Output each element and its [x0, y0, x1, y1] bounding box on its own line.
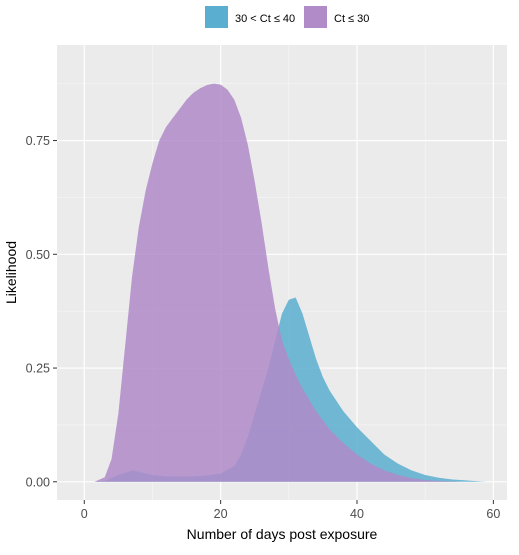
y-tick-label: 0.25 — [26, 362, 50, 376]
y-axis-label: Likelihood — [3, 241, 19, 304]
legend-entry-2: Ct ≤ 30 — [304, 6, 369, 28]
legend-entry-1: 30 < Ct ≤ 40 — [205, 6, 295, 28]
y-tick-label: 0.50 — [26, 248, 50, 262]
legend-label: 30 < Ct ≤ 40 — [235, 13, 295, 25]
y-tick-label: 0.00 — [26, 475, 50, 489]
x-tick-label: 40 — [350, 507, 364, 521]
axes: 0 20 40 60 0.00 0.25 0.50 0.75 — [26, 134, 501, 521]
area-series — [94, 83, 487, 482]
area-series-2 — [94, 83, 460, 482]
x-tick-label: 60 — [486, 507, 500, 521]
x-axis-label: Number of days post exposure — [187, 526, 378, 542]
y-tick-label: 0.75 — [26, 134, 50, 148]
x-tick-label: 20 — [214, 507, 228, 521]
legend: 30 < Ct ≤ 40 Ct ≤ 30 — [205, 6, 369, 28]
legend-key — [205, 6, 228, 28]
x-tick-label: 0 — [81, 507, 88, 521]
legend-label: Ct ≤ 30 — [334, 13, 369, 25]
legend-key — [304, 6, 327, 28]
